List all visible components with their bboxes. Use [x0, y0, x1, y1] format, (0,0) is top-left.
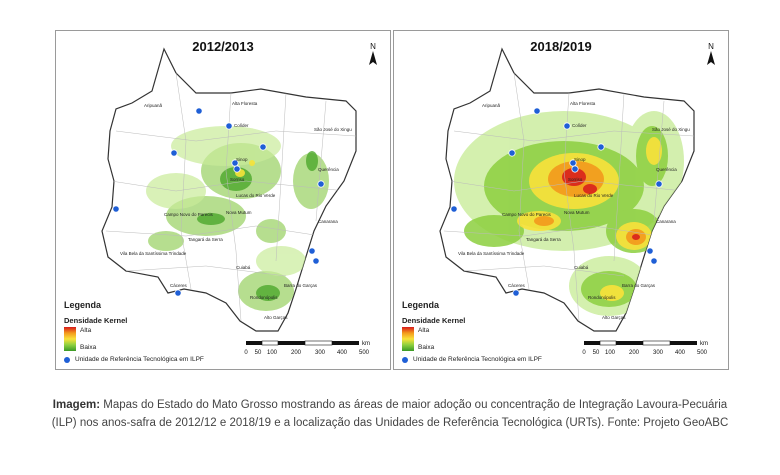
- density-color-ramp: [402, 327, 414, 351]
- city-label: Alto Garças: [264, 315, 288, 320]
- density-low-label: Baixa: [418, 344, 435, 351]
- scale-tick: 300: [653, 350, 664, 356]
- scale-tick: 400: [675, 350, 686, 356]
- scale-tick: 50: [255, 350, 262, 356]
- mato-grosso-map-2012: Aripuanã Alta Floresta Colíder Sinop Sor…: [101, 47, 357, 332]
- city-label: Alta Floresta: [570, 101, 596, 106]
- city-label: Canarana: [318, 219, 338, 224]
- scale-tick: 50: [593, 350, 600, 356]
- city-label: Colíder: [234, 123, 249, 128]
- city-label: Lucas do Rio Verde: [236, 193, 276, 198]
- density-high-label: Alta: [80, 327, 92, 334]
- urt-dot-icon: [64, 356, 70, 363]
- city-label: Barra do Garças: [622, 283, 656, 288]
- density-color-ramp: [64, 327, 76, 351]
- scale-tick: 500: [697, 350, 708, 356]
- density-title: Densidade Kernel: [402, 316, 466, 325]
- municipal-boundaries: [443, 72, 694, 322]
- city-label: São José do Xingu: [314, 127, 352, 132]
- map-panel-2012-2013: Aripuanã Alta Floresta Colíder Sinop Sor…: [55, 30, 391, 370]
- legend-title: Legenda: [64, 300, 102, 310]
- city-label: Canarana: [656, 219, 676, 224]
- north-label: N: [708, 42, 714, 51]
- city-label: Campo Novo do Parecis: [164, 212, 214, 217]
- figure-caption: Imagem: Mapas do Estado do Mato Grosso m…: [40, 396, 740, 432]
- urt-legend-item: Unidade de Referência Tecnológica em ILP…: [402, 356, 602, 363]
- city-label: Cáceres: [508, 283, 526, 288]
- north-arrow-icon: N: [707, 42, 715, 65]
- city-label: Querência: [656, 167, 677, 172]
- city-label: Barra do Garças: [284, 283, 318, 288]
- city-label: São José do Xingu: [652, 127, 690, 132]
- scale-bar: km 0 50 100 200 300 400 500: [244, 340, 370, 356]
- city-label: Aripuanã: [482, 103, 501, 108]
- density-gradient: Alta Baixa: [64, 327, 264, 351]
- scale-tick: 400: [337, 350, 348, 356]
- city-label: Rondonópolis: [250, 295, 278, 300]
- city-label: Alto Garças: [602, 315, 626, 320]
- density-high-label: Alta: [418, 327, 430, 334]
- city-label: Colíder: [572, 123, 587, 128]
- scale-tick: 100: [605, 350, 616, 356]
- legend: Legenda Densidade Kernel Alta Baixa Unid…: [402, 300, 602, 363]
- city-label: Tangará da Serra: [526, 237, 561, 242]
- scale-unit: km: [362, 341, 370, 347]
- scale-tick: 100: [267, 350, 278, 356]
- city-label: Lucas do Rio Verde: [574, 193, 614, 198]
- map-title: 2018/2019: [530, 39, 592, 54]
- scale-tick: 500: [359, 350, 370, 356]
- scale-tick: 200: [291, 350, 302, 356]
- mato-grosso-map-2018: Aripuanã Alta Floresta Colíder Sinop Sor…: [439, 47, 695, 332]
- city-label: Sorriso: [568, 177, 583, 182]
- city-label: Nova Mutum: [226, 210, 252, 215]
- caption-text: Mapas do Estado do Mato Grosso mostrando…: [51, 399, 729, 429]
- city-label: Alta Floresta: [232, 101, 258, 106]
- urt-legend-label: Unidade de Referência Tecnológica em ILP…: [413, 356, 542, 363]
- city-label: Tangará da Serra: [188, 237, 223, 242]
- map-panel-2018-2019: Aripuanã Alta Floresta Colíder Sinop Sor…: [393, 30, 729, 370]
- scale-tick: 0: [244, 350, 248, 356]
- city-label: Vila Bela da Santíssima Trindade: [120, 251, 187, 256]
- city-label: Sinop: [236, 157, 248, 162]
- city-label: Vila Bela da Santíssima Trindade: [458, 251, 525, 256]
- urt-markers: [450, 107, 663, 297]
- north-label: N: [370, 42, 376, 51]
- urt-dot-icon: [402, 356, 408, 363]
- scale-unit: km: [700, 341, 708, 347]
- city-labels: Aripuanã Alta Floresta Colíder Sinop Sor…: [458, 101, 690, 320]
- city-label: Querência: [318, 167, 339, 172]
- scale-tick: 300: [315, 350, 326, 356]
- city-label: Cáceres: [170, 283, 188, 288]
- legend: Legenda Densidade Kernel Alta Baixa Unid…: [64, 300, 264, 363]
- city-labels: Aripuanã Alta Floresta Colíder Sinop Sor…: [120, 101, 352, 320]
- city-label: Aripuanã: [144, 103, 163, 108]
- urt-markers: [112, 107, 325, 297]
- legend-title: Legenda: [402, 300, 440, 310]
- density-low-label: Baixa: [80, 344, 97, 351]
- density-gradient: Alta Baixa: [402, 327, 602, 351]
- city-label: Cuiabá: [236, 265, 251, 270]
- municipal-boundaries: [105, 72, 356, 322]
- city-label: Rondonópolis: [588, 295, 616, 300]
- city-label: Sinop: [574, 157, 586, 162]
- urt-legend-item: Unidade de Referência Tecnológica em ILP…: [64, 356, 264, 363]
- urt-legend-label: Unidade de Referência Tecnológica em ILP…: [75, 356, 204, 363]
- city-label: Campo Novo do Parecis: [502, 212, 552, 217]
- scale-tick: 200: [629, 350, 640, 356]
- caption-label: Imagem:: [52, 399, 101, 411]
- map-title: 2012/2013: [192, 39, 254, 54]
- city-label: Cuiabá: [574, 265, 589, 270]
- city-label: Sorriso: [230, 177, 245, 182]
- scale-bar: km 0 50 100 200 300 400 500: [582, 340, 708, 356]
- scale-tick: 0: [582, 350, 586, 356]
- kernel-density-layer: [454, 111, 684, 316]
- density-title: Densidade Kernel: [64, 316, 128, 325]
- kernel-density-layer: [146, 126, 329, 311]
- city-label: Nova Mutum: [564, 210, 590, 215]
- north-arrow-icon: N: [369, 42, 377, 65]
